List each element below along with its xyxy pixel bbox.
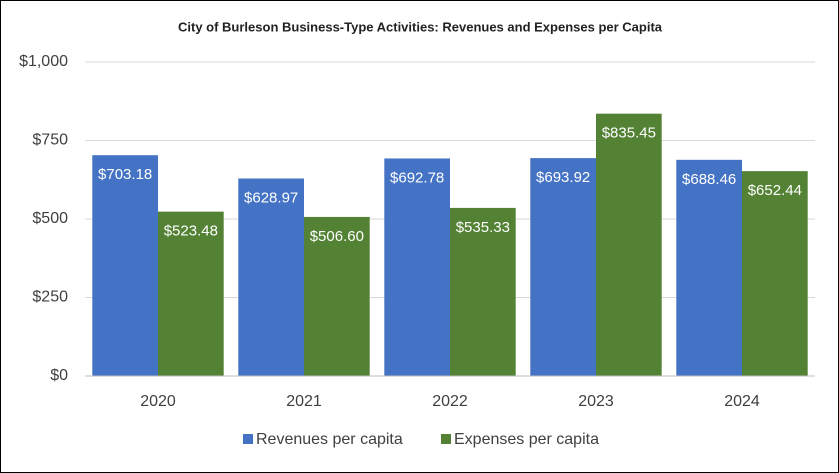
chart-title: City of Burleson Business-Type Activitie…	[178, 19, 663, 34]
y-tick-label: $0	[50, 367, 68, 384]
legend-swatch	[441, 434, 451, 444]
value-label: $628.97	[244, 189, 298, 206]
bar	[158, 211, 224, 376]
value-label: $693.92	[536, 169, 590, 186]
bar	[742, 171, 808, 376]
x-tick-label: 2021	[286, 393, 322, 410]
bar	[238, 178, 304, 376]
x-tick-label: 2023	[578, 393, 614, 410]
x-tick-label: 2020	[140, 393, 176, 410]
y-tick-label: $500	[32, 210, 68, 227]
bar	[676, 159, 742, 376]
legend-label: Expenses per capita	[454, 431, 599, 448]
bar	[596, 113, 662, 376]
value-label: $652.44	[748, 182, 802, 199]
y-tick-label: $250	[32, 289, 68, 306]
bar	[450, 207, 516, 376]
x-tick-label: 2022	[432, 393, 468, 410]
value-label: $688.46	[682, 171, 736, 188]
value-label: $703.18	[98, 166, 152, 183]
bar	[92, 155, 158, 376]
x-tick-label: 2024	[724, 393, 760, 410]
value-label: $523.48	[164, 223, 218, 240]
y-tick-label: $1,000	[19, 53, 68, 70]
value-label: $835.45	[602, 125, 656, 142]
legend-label: Revenues per capita	[256, 431, 403, 448]
bar	[304, 216, 370, 376]
value-label: $692.78	[390, 169, 444, 186]
bar	[530, 158, 596, 376]
bar	[384, 158, 450, 376]
legend-swatch	[243, 434, 253, 444]
y-tick-label: $750	[32, 132, 68, 149]
value-label: $535.33	[456, 219, 510, 236]
value-label: $506.60	[310, 228, 364, 245]
